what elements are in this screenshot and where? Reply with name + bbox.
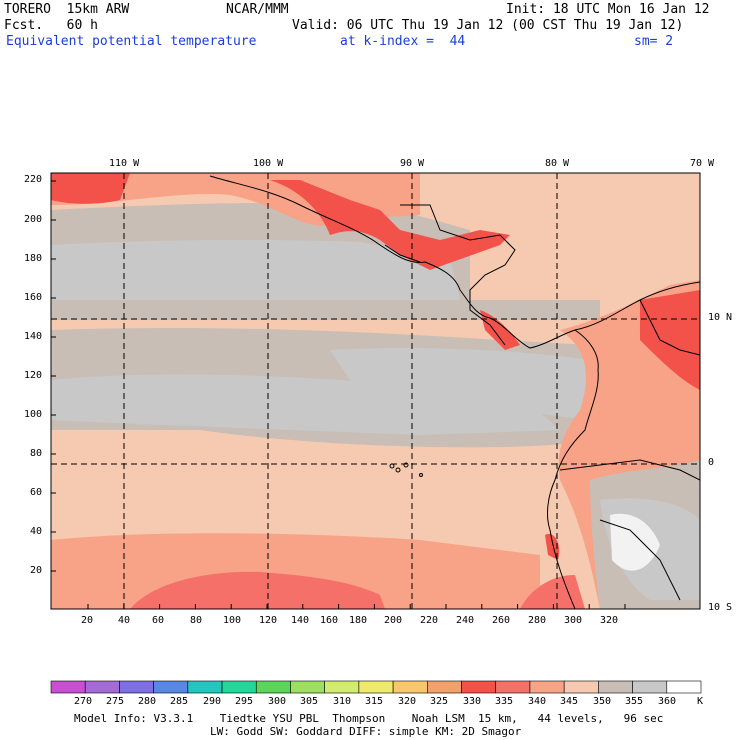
y-tick-label: 160 [24, 292, 43, 303]
colorbar-unit: K [697, 696, 704, 707]
colorbar-swatch [632, 680, 668, 694]
colorbar-label: 315 [365, 696, 384, 707]
org-label: NCAR/MMM [226, 2, 289, 17]
field-land-330-north [640, 290, 700, 390]
colorbar-swatch [598, 680, 633, 694]
colorbar-swatch [358, 680, 394, 694]
colorbar-label: 290 [203, 696, 222, 707]
colorbar-label: 350 [593, 696, 612, 707]
field-band-330-nw [51, 173, 130, 204]
x-tick-label: 40 [118, 615, 131, 626]
x-tick-label: 180 [349, 615, 368, 626]
colorbar-label: 330 [463, 696, 482, 707]
coastlines [209, 175, 700, 609]
map-field [51, 173, 700, 609]
colorbar-label: 280 [138, 696, 157, 707]
colorbar-swatch [324, 680, 360, 694]
x-tick-label: 320 [600, 615, 619, 626]
x-tick-label: 240 [456, 615, 475, 626]
lat-label-10s: 10 S [708, 602, 733, 613]
colorbar-label: 320 [398, 696, 417, 707]
colorbar-swatch [119, 680, 154, 694]
x-tick-label: 140 [291, 615, 310, 626]
colorbar-label: 285 [170, 696, 189, 707]
init-time: Init: 18 UTC Mon 16 Jan 12 [506, 2, 710, 17]
axis-ticks [51, 180, 626, 609]
lon-label-110w: 110 W [109, 158, 140, 169]
colorbar-label: 295 [235, 696, 254, 707]
colorbar-swatch [392, 680, 428, 694]
colorbar-label: 305 [300, 696, 319, 707]
y-tick-label: 120 [24, 370, 43, 381]
colorbar-swatch [529, 680, 565, 694]
colorbar-label: 355 [625, 696, 644, 707]
colorbar [50, 680, 702, 694]
y-tick-label: 60 [30, 487, 43, 498]
y-tick-label: 200 [24, 214, 43, 225]
x-tick-label: 120 [259, 615, 278, 626]
y-tick-label: 80 [30, 448, 43, 459]
x-tick-label: 20 [81, 615, 94, 626]
y-tick-label: 140 [24, 331, 43, 342]
map-frame [50, 172, 701, 610]
y-tick-label: 20 [30, 565, 43, 576]
x-tick-label: 260 [492, 615, 511, 626]
smoothing-label: sm= 2 [634, 34, 674, 49]
x-tick-label: 60 [152, 615, 165, 626]
lon-label-90w: 90 W [400, 158, 425, 169]
y-tick-label: 40 [30, 526, 43, 537]
y-tick-label: 220 [24, 174, 43, 185]
colorbar-label: 360 [658, 696, 677, 707]
colorbar-swatch [84, 680, 120, 694]
colorbar-label: 335 [495, 696, 514, 707]
model-info-line2: LW: Godd SW: Goddard DIFF: simple KM: 2D… [210, 725, 522, 738]
x-tick-label: 280 [528, 615, 547, 626]
lat-label-10n: 10 N [708, 312, 733, 323]
y-tick-label: 100 [24, 409, 43, 420]
valid-time: Valid: 06 UTC Thu 19 Jan 12 (00 CST Thu … [292, 18, 684, 33]
colorbar-label: 340 [528, 696, 547, 707]
field-band-335-sw [520, 575, 585, 609]
lat-label-0: 0 [708, 457, 715, 468]
colorbar-label: 325 [430, 696, 449, 707]
colorbar-label: 300 [268, 696, 287, 707]
lon-label-80w: 80 W [545, 158, 570, 169]
lon-label-100w: 100 W [253, 158, 284, 169]
colorbar-swatch [187, 680, 223, 694]
x-tick-label: 100 [223, 615, 242, 626]
level-label: at k-index = 44 [340, 34, 466, 49]
colorbar-swatch [255, 680, 291, 694]
colorbar-swatch [666, 680, 702, 694]
colorbar-swatch [290, 680, 325, 694]
x-tick-label: 220 [420, 615, 439, 626]
colorbar-label: 345 [560, 696, 579, 707]
colorbar-swatch [495, 680, 531, 694]
model-info-line1: Model Info: V3.3.1 Tiedtke YSU PBL Thomp… [74, 712, 664, 725]
graticule [51, 173, 700, 609]
field-band-350-north [51, 239, 460, 300]
field-band-330-costa-rica [480, 310, 520, 350]
field-name: Equivalent potential temperature [6, 34, 257, 49]
field-band-335-south [130, 571, 385, 609]
x-tick-label: 80 [190, 615, 203, 626]
x-tick-label: 160 [320, 615, 339, 626]
field-band-330-cam [270, 180, 510, 270]
field-band-350-east [330, 348, 590, 420]
y-tick-label: 180 [24, 253, 43, 264]
colorbar-swatch [153, 680, 189, 694]
colorbar-swatch [563, 680, 599, 694]
colorbar-swatch [461, 680, 497, 694]
colorbar-swatch [50, 680, 86, 694]
colorbar-label: 275 [106, 696, 125, 707]
lon-label-70w: 70 W [690, 158, 715, 169]
colorbar-label: 310 [333, 696, 352, 707]
colorbar-label: 270 [74, 696, 93, 707]
x-tick-label: 300 [564, 615, 583, 626]
colorbar-swatch [427, 680, 462, 694]
x-tick-label: 200 [384, 615, 403, 626]
forecast-hour: Fcst. 60 h [4, 18, 98, 33]
colorbar-swatch [221, 680, 257, 694]
model-title: TORERO 15km ARW [4, 2, 130, 17]
